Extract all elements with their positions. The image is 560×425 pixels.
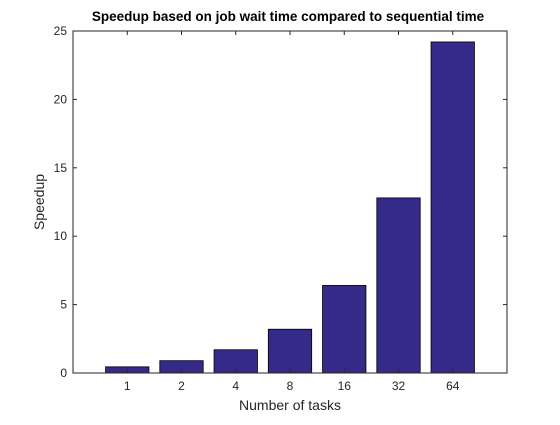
- bar-32: [376, 197, 421, 374]
- y-tick-label-25: 25: [54, 24, 68, 38]
- x-tick-label-4: 4: [232, 379, 239, 393]
- y-tick-label-15: 15: [54, 161, 68, 175]
- y-tick-label-20: 20: [54, 92, 68, 106]
- bar-8: [267, 328, 313, 374]
- x-tick-label-32: 32: [392, 379, 406, 393]
- chart-title: Speedup based on job wait time compared …: [92, 9, 485, 24]
- x-tick-label-16: 16: [338, 379, 352, 393]
- bars-group: [105, 41, 475, 374]
- y-tick-label-0: 0: [60, 366, 67, 380]
- y-axis-label: Speedup: [31, 174, 47, 230]
- x-tick-label-8: 8: [287, 379, 294, 393]
- y-tick-label-10: 10: [54, 229, 68, 243]
- bar-64: [430, 41, 475, 374]
- x-tick-label-1: 1: [124, 379, 131, 393]
- x-axis-label: Number of tasks: [239, 397, 341, 413]
- bar-16: [322, 285, 367, 374]
- x-tick-label-2: 2: [178, 379, 185, 393]
- y-tick-label-5: 5: [60, 298, 67, 312]
- x-tick-label-64: 64: [446, 379, 460, 393]
- ticks-group: 1 2 4 8 16 32 64 0 5 10 15 20 25: [54, 24, 507, 393]
